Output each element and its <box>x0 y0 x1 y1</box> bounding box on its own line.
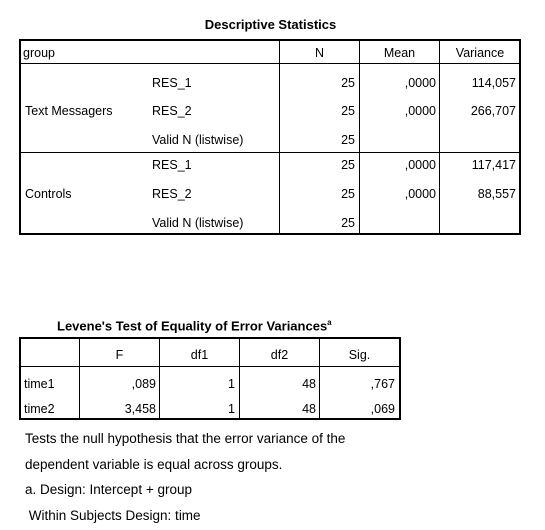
levene-df2-value: 48 <box>240 377 316 391</box>
variance-value: 114,057 <box>440 76 516 90</box>
levene-header-df1: df1 <box>160 348 239 362</box>
levene-left-border <box>19 337 21 420</box>
levene-note-line: dependent variable is equal across group… <box>25 457 282 472</box>
n-value: 25 <box>280 104 355 118</box>
var-label: RES_2 <box>152 104 192 118</box>
levene-header-f: F <box>80 348 159 362</box>
var-label: RES_1 <box>152 76 192 90</box>
n-value: 25 <box>280 158 355 172</box>
levene-title: Levene's Test of Equality of Error Varia… <box>57 318 332 333</box>
mean-value: ,0000 <box>360 104 436 118</box>
n-value: 25 <box>280 133 355 147</box>
levene-row-label: time1 <box>24 377 55 391</box>
desc-header-variance: Variance <box>440 46 520 60</box>
levene-note-line: Tests the null hypothesis that the error… <box>25 431 345 446</box>
descriptive-statistics-title: Descriptive Statistics <box>0 17 541 32</box>
desc-header-n: N <box>280 46 359 60</box>
levene-f-value: ,089 <box>80 377 156 391</box>
levene-row-label: time2 <box>24 402 55 416</box>
desc-col-line-mean <box>439 39 440 235</box>
var-label: Valid N (listwise) <box>152 216 243 230</box>
levene-title-footnote-marker: a <box>327 318 331 327</box>
n-value: 25 <box>280 187 355 201</box>
group-label-controls: Controls <box>25 187 72 201</box>
desc-header-separator <box>19 63 521 64</box>
n-value: 25 <box>280 216 355 230</box>
variance-value: 117,417 <box>440 158 516 172</box>
desc-right-border <box>519 39 521 235</box>
group-label-text-messagers: Text Messagers <box>25 104 113 118</box>
levene-footnote-design: a. Design: Intercept + group <box>25 482 192 497</box>
levene-sig-value: ,069 <box>320 402 395 416</box>
desc-group-separator <box>19 152 521 153</box>
levene-header-separator <box>19 366 401 367</box>
desc-header-mean: Mean <box>360 46 439 60</box>
mean-value: ,0000 <box>360 76 436 90</box>
levene-header-sig: Sig. <box>320 348 399 362</box>
levene-sig-value: ,767 <box>320 377 395 391</box>
levene-header-df2: df2 <box>240 348 319 362</box>
n-value: 25 <box>280 76 355 90</box>
levene-df1-value: 1 <box>160 402 235 416</box>
desc-left-border <box>19 39 21 235</box>
var-label: RES_1 <box>152 158 192 172</box>
var-label: RES_2 <box>152 187 192 201</box>
levene-df1-value: 1 <box>160 377 235 391</box>
levene-bottom-border <box>19 418 401 420</box>
levene-title-text: Levene's Test of Equality of Error Varia… <box>57 318 327 333</box>
mean-value: ,0000 <box>360 158 436 172</box>
desc-bottom-border <box>19 233 521 235</box>
levene-df2-value: 48 <box>240 402 316 416</box>
levene-right-border <box>399 337 401 420</box>
levene-top-border <box>19 337 401 339</box>
variance-value: 88,557 <box>440 187 516 201</box>
levene-footnote-within: Within Subjects Design: time <box>25 508 201 523</box>
desc-top-border <box>19 39 521 41</box>
desc-header-group: group <box>23 46 55 60</box>
var-label: Valid N (listwise) <box>152 133 243 147</box>
variance-value: 266,707 <box>440 104 516 118</box>
desc-col-line-n <box>359 39 360 235</box>
levene-f-value: 3,458 <box>80 402 156 416</box>
mean-value: ,0000 <box>360 187 436 201</box>
